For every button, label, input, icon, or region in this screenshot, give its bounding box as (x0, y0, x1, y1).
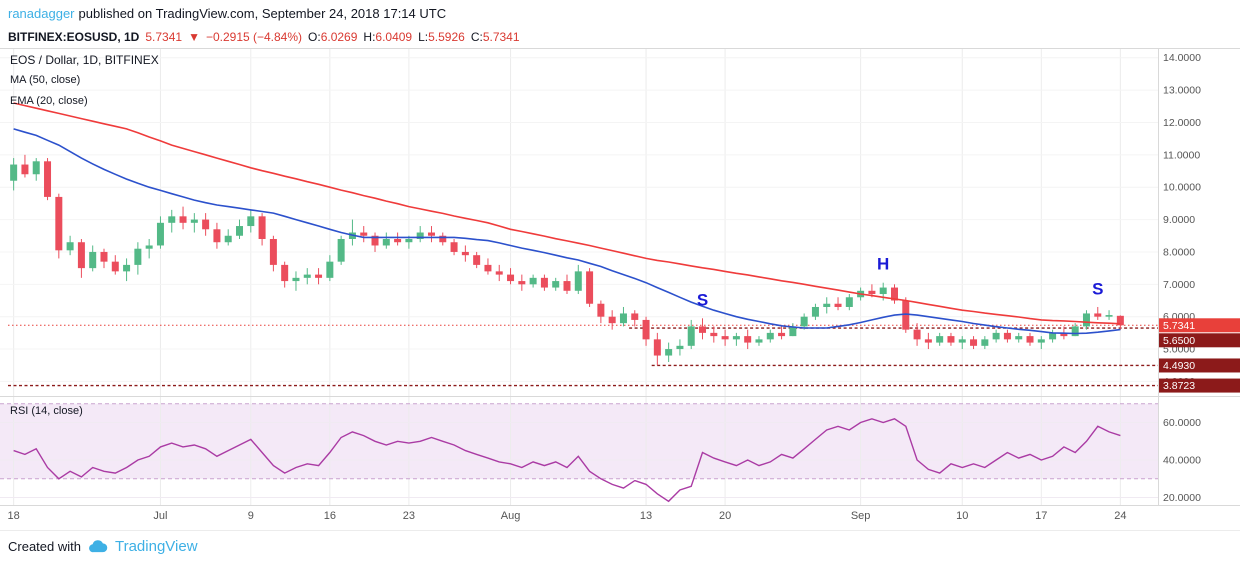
svg-text:11.0000: 11.0000 (1163, 149, 1200, 161)
svg-text:20: 20 (719, 510, 731, 522)
open-label: O: (308, 30, 321, 44)
svg-text:3.8723: 3.8723 (1163, 380, 1195, 392)
high-number: 6.0409 (375, 30, 413, 44)
open-number: 6.0269 (320, 30, 358, 44)
attribution-text: published on TradingView.com, September … (78, 5, 447, 21)
svg-text:4.4930: 4.4930 (1163, 360, 1195, 372)
attribution-bar: ranadagger published on TradingView.com,… (0, 0, 1240, 26)
last-price: 5.7341 (145, 30, 183, 44)
svg-text:16: 16 (324, 510, 336, 522)
high-label: H: (363, 30, 376, 44)
svg-text:S: S (697, 290, 708, 309)
open-value: O:6.0269 (308, 30, 357, 44)
svg-text:5.7341: 5.7341 (1163, 320, 1195, 332)
svg-text:12.0000: 12.0000 (1163, 117, 1201, 129)
symbol-info-bar: BITFINEX:EOSUSD, 1D 5.7341 ▼ −0.2915 (−4… (0, 26, 1240, 48)
svg-text:60.0000: 60.0000 (1163, 417, 1201, 429)
svg-text:23: 23 (403, 510, 415, 522)
tradingview-cloud-logo-icon[interactable] (87, 539, 109, 554)
tradingview-brand-link[interactable]: TradingView (114, 538, 198, 555)
svg-text:Jul: Jul (153, 510, 167, 522)
svg-text:10: 10 (956, 510, 968, 522)
high-value: H:6.0409 (363, 30, 412, 44)
low-number: 5.5926 (428, 30, 465, 44)
chart-area: S H S 14.0000 13.0000 12.0000 11.0000 10.0000 9.… (0, 48, 1240, 530)
price-change: −0.2915 (−4.84%) (205, 30, 303, 44)
svg-text:13: 13 (640, 510, 652, 522)
svg-text:7.0000: 7.0000 (1163, 279, 1195, 291)
svg-text:24: 24 (1114, 510, 1126, 522)
svg-text:9: 9 (248, 510, 254, 522)
low-label: L: (418, 30, 429, 44)
chart-canvas[interactable]: S H S 14.0000 13.0000 12.0000 11.0000 10.0000 9.… (0, 48, 1240, 530)
close-label: C: (470, 30, 483, 44)
svg-text:8.0000: 8.0000 (1163, 246, 1195, 258)
svg-text:Sep: Sep (851, 510, 871, 522)
svg-text:S: S (1092, 280, 1103, 299)
svg-text:40.0000: 40.0000 (1163, 455, 1201, 467)
low-value: L:5.5926 (418, 30, 465, 44)
svg-text:9.0000: 9.0000 (1163, 214, 1195, 226)
svg-text:10.0000: 10.0000 (1163, 182, 1201, 194)
created-with-text: Created with (8, 539, 81, 554)
svg-text:18: 18 (8, 510, 20, 522)
close-number: 5.7341 (482, 30, 520, 44)
symbol-name: BITFINEX:EOSUSD, 1D (8, 30, 140, 44)
svg-text:5.6500: 5.6500 (1163, 335, 1195, 347)
svg-text:Aug: Aug (501, 510, 521, 522)
down-arrow-icon: ▼ (188, 30, 200, 44)
close-value: C:5.7341 (471, 30, 520, 44)
author-username-link[interactable]: ranadagger (8, 5, 75, 21)
footer-bar: Created with TradingView (0, 530, 1240, 562)
svg-text:20.0000: 20.0000 (1163, 492, 1201, 504)
svg-text:14.0000: 14.0000 (1163, 52, 1201, 64)
svg-text:H: H (877, 255, 889, 274)
svg-text:17: 17 (1035, 510, 1047, 522)
svg-text:13.0000: 13.0000 (1163, 85, 1201, 97)
